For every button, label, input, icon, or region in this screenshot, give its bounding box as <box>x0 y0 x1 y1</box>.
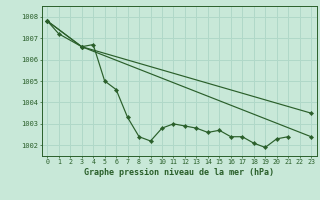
X-axis label: Graphe pression niveau de la mer (hPa): Graphe pression niveau de la mer (hPa) <box>84 168 274 177</box>
